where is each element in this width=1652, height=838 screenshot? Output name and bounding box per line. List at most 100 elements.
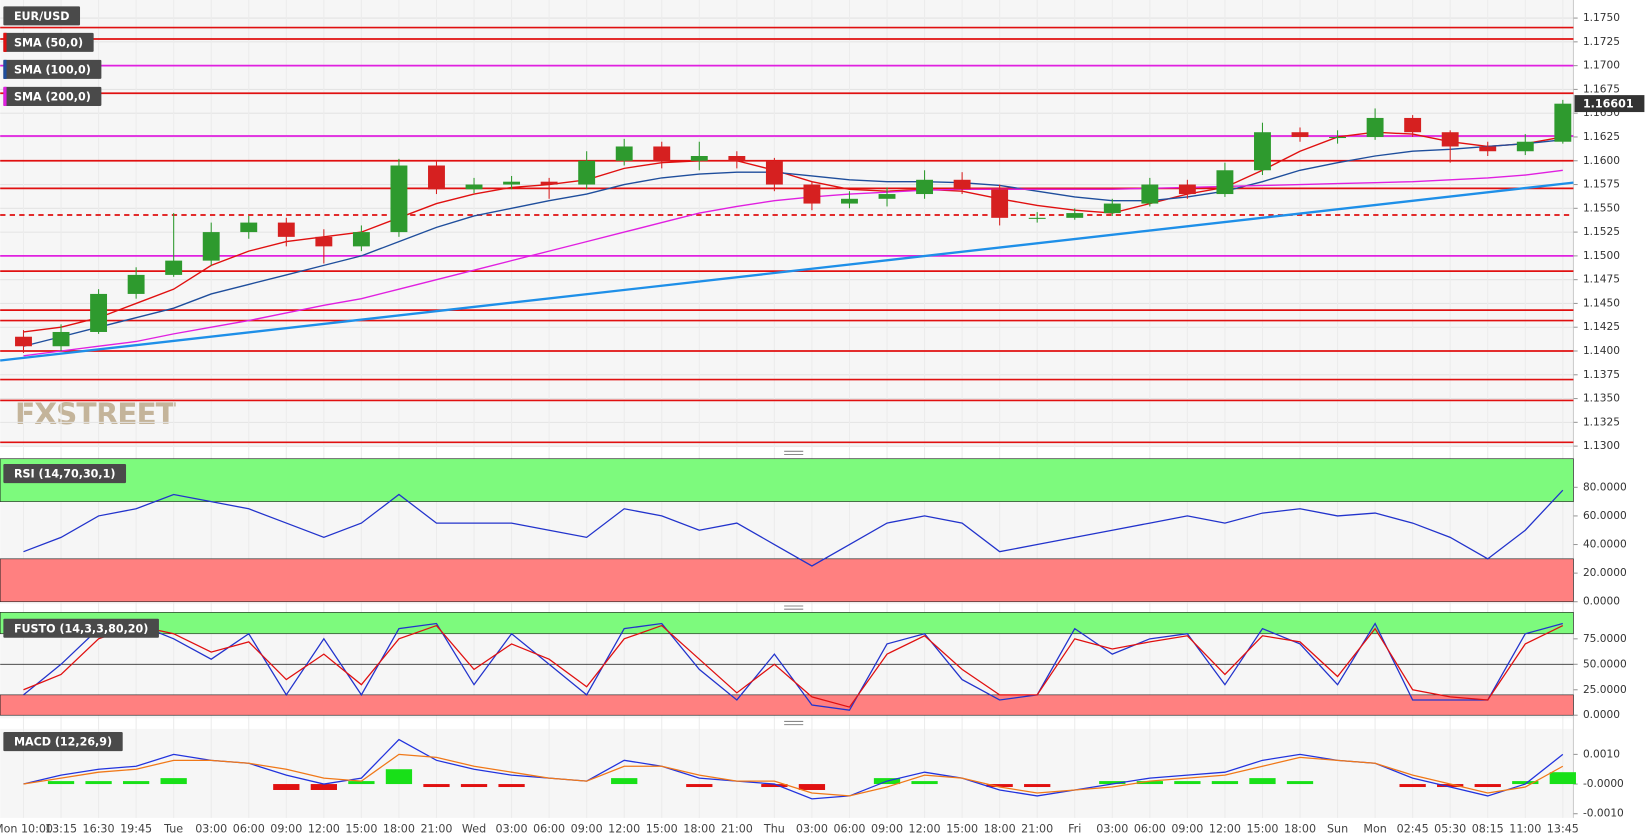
histogram-bar	[85, 781, 112, 785]
y-tick-label: 1.1675	[1583, 83, 1620, 95]
histogram-bar	[1099, 781, 1126, 785]
label-stripe	[3, 86, 7, 106]
x-tick-label: 09:00	[270, 823, 302, 836]
x-tick-label: 06:00	[533, 823, 565, 836]
watermark: FXSTREET	[15, 396, 177, 431]
histogram-bar	[986, 784, 1013, 788]
x-tick-label: 18:00	[1284, 823, 1316, 836]
candle-body	[841, 198, 858, 204]
histogram-bar	[1211, 781, 1239, 785]
y-tick-label: 1.1725	[1583, 36, 1620, 48]
y-tick-label: 1.1475	[1583, 274, 1620, 286]
x-tick-label: 21:00	[420, 823, 452, 836]
x-tick-label: 03:00	[1096, 823, 1128, 836]
x-tick-label: 15:00	[646, 823, 678, 836]
candle-body	[1441, 132, 1459, 147]
histogram-bar	[1437, 784, 1464, 788]
candle-body	[878, 194, 896, 199]
label-text: SMA (200,0)	[14, 90, 91, 103]
x-tick-label: 12:00	[608, 823, 640, 836]
x-tick-label: 09:00	[571, 823, 603, 836]
x-tick-label: 18:00	[683, 823, 715, 836]
series-line	[23, 489, 1564, 567]
y-tick-label: 40.0000	[1583, 539, 1627, 551]
trend-line	[0, 181, 1574, 362]
label-text: SMA (50,0)	[14, 36, 83, 49]
y-tick-label: 20.0000	[1583, 567, 1627, 579]
candle-body	[540, 181, 558, 185]
legend-label: RSI (14,70,30,1)	[3, 464, 127, 484]
x-tick-label: Mon 10:00	[0, 823, 53, 836]
x-tick-label: 08:15	[1472, 823, 1504, 836]
label-text: MACD (12,26,9)	[14, 736, 112, 749]
y-tick-label: 1.1750	[1583, 12, 1620, 24]
candle-body	[803, 184, 821, 204]
y-tick-label: 1.1425	[1583, 321, 1620, 333]
histogram-bar	[1249, 778, 1276, 785]
y-tick-label: 1.1375	[1583, 369, 1620, 381]
x-tick-label: 15:00	[345, 823, 377, 836]
x-tick-label: 06:00	[233, 823, 265, 836]
histogram-bar	[1174, 781, 1201, 785]
x-tick-label: Tue	[163, 823, 183, 836]
candle-body	[277, 222, 295, 237]
y-tick-label: 80.0000	[1583, 481, 1627, 493]
label-box	[3, 732, 123, 752]
x-tick-label: 15:00	[946, 823, 978, 836]
x-tick-label: 02:45	[1397, 823, 1429, 836]
histogram-bar	[498, 784, 525, 788]
candle-body	[1178, 184, 1196, 195]
label-box	[3, 6, 81, 26]
candle-body	[390, 165, 408, 233]
x-tick-label: 09:00	[1171, 823, 1203, 836]
candle-body	[465, 184, 483, 190]
series-line	[23, 139, 1563, 347]
x-tick-label: 16:30	[83, 823, 115, 836]
y-tick-label: -0.0010	[1583, 808, 1624, 820]
candle-body	[953, 179, 971, 190]
y-tick-label: 60.0000	[1583, 510, 1627, 522]
x-tick-label: 13:15	[45, 823, 77, 836]
legend-label: SMA (100,0)	[3, 59, 102, 79]
x-tick-label: 12:00	[1209, 823, 1241, 836]
label-text: FUSTO (14,3,3,80,20)	[14, 622, 148, 635]
y-tick-label: 1.1600	[1583, 155, 1620, 167]
y-tick-label: 25.0000	[1583, 684, 1627, 696]
candle-body	[1366, 117, 1384, 137]
oversold-zone	[0, 558, 1574, 603]
x-tick-label: 09:00	[871, 823, 903, 836]
y-tick-label: 50.0000	[1583, 658, 1627, 670]
candle-body	[1066, 213, 1084, 218]
x-tick-label: 03:00	[195, 823, 227, 836]
last-price-label: 1.16601	[1583, 98, 1634, 111]
y-tick-label: 1.1400	[1583, 345, 1620, 357]
y-tick-label: 1.1300	[1583, 440, 1620, 452]
oversold-zone	[0, 694, 1574, 716]
candle-body	[1291, 132, 1309, 137]
x-tick-label: 05:30	[1434, 823, 1466, 836]
y-tick-label: 0.0010	[1583, 748, 1620, 760]
candle-body	[15, 336, 32, 347]
legend-label: FUSTO (14,3,3,80,20)	[3, 618, 159, 638]
y-tick-label: 1.1700	[1583, 60, 1620, 72]
x-tick-label: Sun	[1327, 823, 1348, 836]
histogram-bar	[273, 784, 300, 790]
label-text: SMA (100,0)	[14, 63, 91, 76]
series-line	[23, 624, 1564, 708]
histogram-bar	[1549, 772, 1576, 785]
histogram-bar	[47, 781, 75, 785]
candle-body	[315, 236, 333, 247]
histogram-bar	[1512, 781, 1539, 785]
candle-body	[916, 179, 934, 195]
series-line	[23, 622, 1563, 711]
x-tick-label: 15:00	[1246, 823, 1278, 836]
candle-body	[352, 232, 370, 247]
candle-body	[90, 293, 108, 332]
candle-body	[1028, 217, 1046, 219]
series-line	[23, 738, 1564, 800]
overbought-zone	[0, 458, 1574, 502]
candle-body	[1329, 136, 1347, 139]
label-box	[3, 32, 94, 52]
candle-body	[240, 222, 258, 233]
series-line	[23, 753, 1564, 797]
